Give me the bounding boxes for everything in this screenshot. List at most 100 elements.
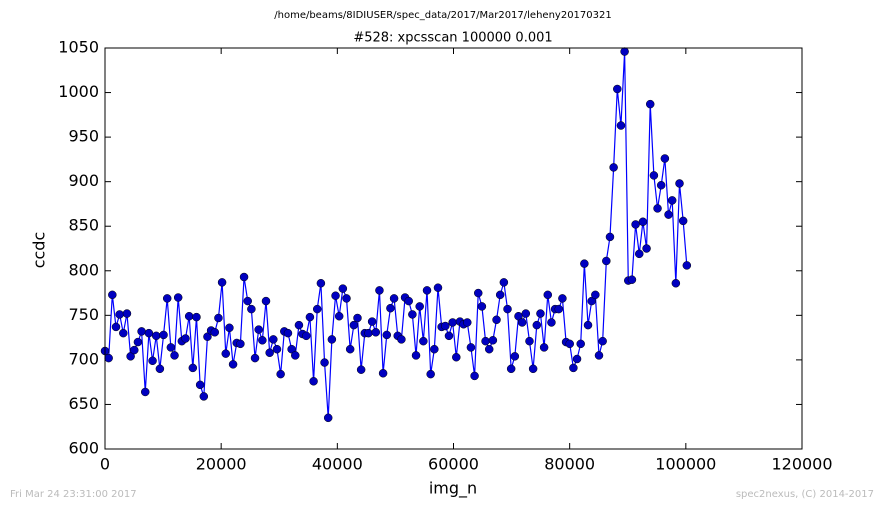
data-point xyxy=(664,210,673,219)
data-point xyxy=(122,309,132,318)
data-point xyxy=(649,171,659,180)
data-point xyxy=(367,317,377,326)
data-point xyxy=(126,352,135,361)
data-point xyxy=(137,327,146,336)
data-point xyxy=(488,336,498,345)
data-point xyxy=(130,345,139,355)
data-point xyxy=(667,196,677,205)
data-point xyxy=(261,296,271,306)
data-point xyxy=(492,315,501,325)
y-tick-label: 600 xyxy=(68,439,99,458)
data-point xyxy=(375,286,384,295)
data-point xyxy=(239,272,249,282)
data-point xyxy=(631,220,640,229)
data-point xyxy=(345,344,355,354)
data-point xyxy=(254,325,263,334)
y-tick-label: 700 xyxy=(68,349,99,368)
data-point xyxy=(470,371,479,381)
data-point xyxy=(484,344,494,354)
data-point xyxy=(302,331,311,341)
x-tick-label: 100000 xyxy=(655,455,716,474)
data-point xyxy=(331,291,340,300)
y-tick-label: 1050 xyxy=(58,38,99,57)
data-point xyxy=(473,288,483,298)
data-point xyxy=(591,290,600,300)
data-line xyxy=(104,51,688,418)
data-point xyxy=(287,344,296,354)
data-point xyxy=(371,328,381,337)
data-point xyxy=(441,321,450,331)
data-point xyxy=(554,304,563,314)
data-point xyxy=(404,296,413,306)
data-point xyxy=(448,318,457,327)
data-point xyxy=(415,302,424,311)
data-point xyxy=(506,364,516,374)
data-point xyxy=(133,337,143,347)
data-point xyxy=(276,369,285,379)
data-point xyxy=(250,353,260,363)
data-point xyxy=(181,334,190,343)
data-point xyxy=(389,294,399,303)
data-point xyxy=(627,275,637,284)
data-point xyxy=(247,304,256,314)
data-point xyxy=(565,339,574,349)
y-tick-label: 750 xyxy=(68,305,99,324)
data-point xyxy=(148,356,157,366)
x-axis-label: img_n xyxy=(429,479,477,499)
data-point xyxy=(159,330,168,340)
data-point xyxy=(378,369,388,378)
data-point xyxy=(682,261,692,270)
data-point xyxy=(602,256,611,266)
data-point xyxy=(320,358,329,367)
data-point xyxy=(188,363,198,373)
data-point xyxy=(192,312,201,322)
data-point xyxy=(269,335,278,344)
data-point xyxy=(104,353,113,363)
y-tick-label: 950 xyxy=(68,127,99,146)
data-point xyxy=(635,249,644,259)
data-point xyxy=(166,343,176,352)
data-point xyxy=(243,296,252,306)
data-point xyxy=(162,294,172,303)
data-point xyxy=(199,392,209,401)
data-point xyxy=(539,343,549,352)
data-point xyxy=(272,344,282,354)
data-point xyxy=(466,343,476,352)
data-point xyxy=(671,279,681,288)
data-point xyxy=(195,380,205,390)
y-tick-label: 1000 xyxy=(58,82,99,101)
data-point xyxy=(433,283,443,292)
data-point xyxy=(115,310,124,319)
data-point xyxy=(338,284,348,293)
x-tick-label: 40000 xyxy=(312,455,363,474)
data-point xyxy=(111,322,121,332)
data-point xyxy=(675,179,684,188)
x-tick-label: 0 xyxy=(100,455,110,474)
data-point xyxy=(594,351,604,360)
data-point xyxy=(170,351,179,360)
data-point xyxy=(119,328,128,338)
data-point xyxy=(543,290,553,300)
data-point xyxy=(499,278,509,287)
x-tick-label: 120000 xyxy=(771,455,832,474)
data-point xyxy=(481,336,490,346)
data-point xyxy=(653,204,662,213)
data-point xyxy=(525,336,534,346)
y-tick-label: 850 xyxy=(68,216,99,235)
data-point xyxy=(536,309,545,318)
data-point xyxy=(517,318,527,327)
data-point xyxy=(587,296,596,306)
data-point xyxy=(312,304,322,314)
data-point xyxy=(576,339,585,349)
data-point xyxy=(678,216,688,226)
data-point xyxy=(572,354,582,364)
data-point xyxy=(294,320,304,330)
data-point xyxy=(419,336,428,346)
data-point xyxy=(660,154,670,163)
x-tick-label: 20000 xyxy=(196,455,247,474)
data-point xyxy=(203,332,212,341)
data-point xyxy=(356,365,366,374)
data-point xyxy=(184,311,194,321)
y-tick-label: 800 xyxy=(68,260,99,279)
data-point xyxy=(495,290,505,300)
